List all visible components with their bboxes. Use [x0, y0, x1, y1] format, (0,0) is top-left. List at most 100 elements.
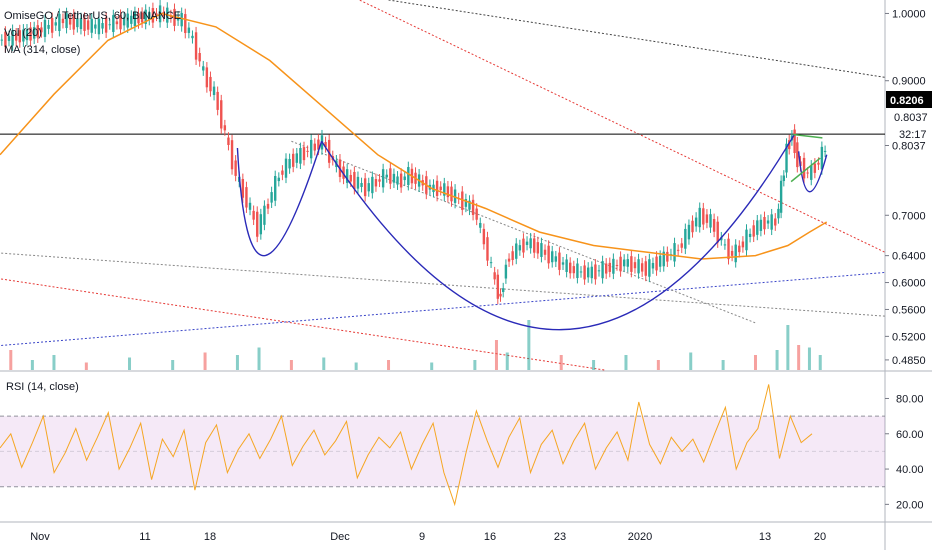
candle-body [295, 153, 298, 163]
time-tick-label: 11 [139, 531, 150, 543]
candle-body [266, 203, 270, 209]
candle-body [94, 24, 97, 29]
candle-body [597, 270, 601, 272]
moving-average-line [0, 12, 828, 260]
lower-gray-trendline [0, 252, 886, 317]
candle-body [748, 233, 752, 238]
candle-body [547, 245, 550, 264]
candle-body [806, 172, 809, 174]
candle-body [22, 29, 25, 42]
candle-body [353, 171, 356, 190]
candle-body [234, 160, 237, 176]
handle-arc [797, 151, 828, 193]
rsi-legend[interactable]: RSI (14, close) [6, 381, 79, 393]
candle-body [662, 251, 665, 267]
volume-bar [818, 355, 822, 370]
volume-bar [52, 355, 56, 370]
candle-body [288, 158, 291, 169]
lower-red-trendline [0, 278, 605, 371]
candle-body [525, 241, 529, 245]
candle-body [50, 18, 54, 33]
candle-body [759, 219, 763, 231]
last-price-tag [886, 91, 932, 108]
candle-body [263, 205, 266, 225]
candle-body [360, 183, 363, 187]
ma-legend[interactable]: MA (314, close) [4, 44, 80, 56]
candle-body [220, 100, 223, 129]
candle-body [633, 262, 637, 269]
mid-gray-trendline [291, 140, 756, 324]
candle-body [392, 173, 396, 183]
price-tick-label: 0.7000 [892, 210, 926, 222]
candle-body [734, 244, 737, 263]
candle-body [284, 158, 288, 178]
candle-body [7, 36, 11, 41]
candle-body [569, 262, 572, 274]
candle-body [342, 166, 345, 179]
candle-body [511, 251, 514, 261]
candle-body [252, 210, 255, 220]
candle-body [590, 266, 593, 279]
candle-body [274, 176, 277, 201]
candle-body [112, 15, 115, 32]
time-tick-label: 18 [204, 531, 216, 543]
candle-body [601, 261, 604, 279]
candle-body [673, 243, 676, 262]
rsi-tick-label: 20.00 [896, 499, 924, 511]
candle-body [101, 23, 104, 29]
candle-body [122, 17, 126, 26]
candle-body [40, 27, 43, 33]
volume-legend[interactable]: Vol (20) [4, 27, 42, 39]
volume-bar [797, 345, 801, 370]
candle-body [180, 12, 183, 27]
candle-body [130, 15, 133, 24]
volume-bar [786, 325, 790, 370]
candle-body [216, 91, 219, 110]
candle-body [579, 271, 583, 273]
candle-body [529, 238, 532, 249]
candle-body [79, 18, 83, 30]
symbol-legend[interactable]: OmiseGO / TetherUS, 60, BINANCE [4, 10, 181, 22]
volume-bar [84, 362, 88, 370]
candle-body [615, 264, 619, 266]
candle-body [345, 169, 349, 183]
candle-body [399, 173, 403, 188]
candle-body [587, 267, 590, 278]
candle-body [209, 76, 212, 92]
candle-body [385, 174, 388, 178]
candle-body [766, 220, 770, 224]
candle-body [133, 12, 137, 27]
volume-bar [689, 352, 693, 370]
candle-body [191, 35, 194, 39]
candle-body [817, 162, 820, 165]
candle-body [756, 220, 759, 235]
candle-body [565, 259, 568, 272]
volume-bars [9, 320, 822, 370]
candle-body [504, 264, 508, 279]
candle-body [324, 142, 327, 148]
candle-body [651, 262, 655, 269]
main-cup-arc [321, 134, 795, 331]
left-cup-arc [236, 141, 323, 257]
candle-body [248, 202, 252, 210]
candle-body [502, 288, 505, 293]
candle-body [29, 27, 32, 41]
candle-body [774, 218, 777, 226]
candle-body [309, 139, 313, 159]
candle-body [86, 20, 90, 30]
candle-body [378, 179, 381, 182]
candle-body [148, 12, 151, 20]
rsi-line [0, 384, 813, 507]
candle-body [104, 17, 108, 33]
volume-bar [430, 362, 434, 370]
candle-body [770, 214, 773, 230]
candle-body [493, 272, 496, 280]
time-tick-label: Dec [330, 531, 350, 543]
candle-body [684, 228, 687, 249]
candle-body [785, 143, 788, 173]
candle-body [779, 180, 783, 213]
candle-body [259, 214, 263, 235]
